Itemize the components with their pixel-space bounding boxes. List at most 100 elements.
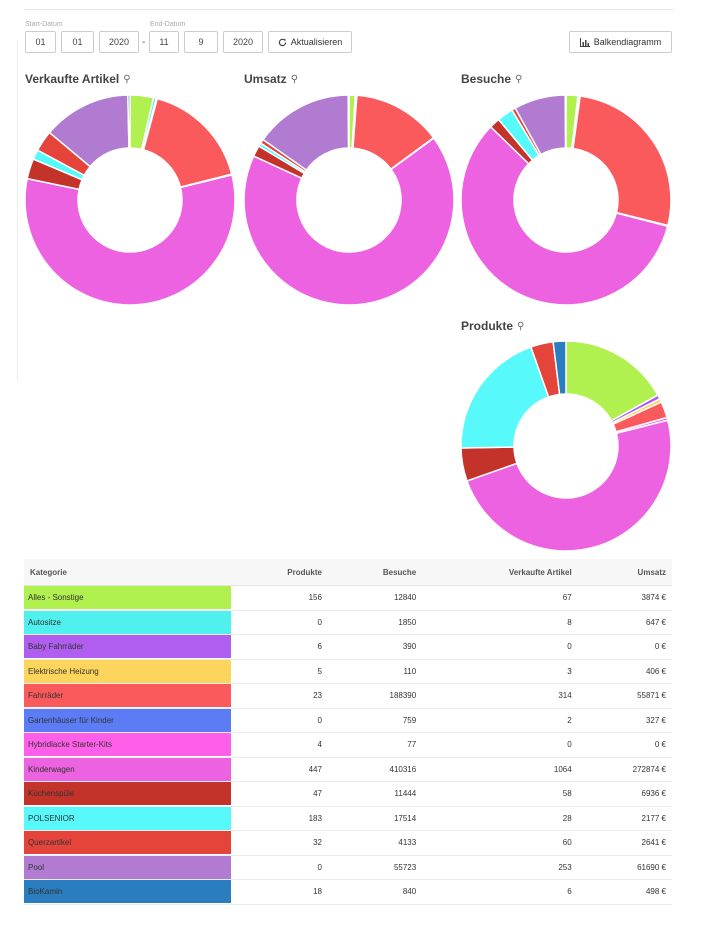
cell-produkte: 0 [231, 855, 328, 880]
end-day-input[interactable]: 11 [149, 31, 179, 53]
zoom-in-icon[interactable]: ⚲ [515, 73, 523, 85]
cell-besuche: 12840 [327, 585, 423, 611]
cell-kategorie: Kinderwagen [24, 757, 231, 782]
donut-slice-kinderwagen[interactable] [460, 125, 669, 306]
donut-slice-kinderwagen[interactable] [24, 173, 236, 306]
cell-produkte: 18 [231, 879, 328, 905]
cell-verkaufte-artikel: 0 [422, 732, 578, 758]
cell-kategorie: Alles - Sonstige [24, 585, 231, 611]
cell-produkte: 5 [231, 659, 328, 684]
donut-slice-kinderwagen[interactable] [466, 419, 672, 552]
cell-besuche: 17514 [327, 806, 423, 831]
cell-umsatz: 2177 € [577, 806, 672, 831]
bar-chart-icon [579, 37, 590, 47]
table-row: Küchenspüle 47 11444 58 6936 € [24, 781, 672, 807]
donut-chart-verkaufte-artikel [24, 94, 236, 306]
cell-kategorie: Baby Fahrräder [24, 634, 231, 660]
start-date-label: Start-Datum [25, 21, 63, 28]
bar-chart-button[interactable]: Balkendiagramm [569, 31, 672, 53]
cell-produkte: 156 [231, 585, 328, 611]
cell-umsatz: 61690 € [577, 855, 672, 880]
cell-produkte: 0 [231, 610, 328, 635]
donut-slice-fahrr-der[interactable] [142, 97, 233, 189]
top-divider [24, 9, 674, 10]
donut-slice-biokamin[interactable] [347, 94, 350, 149]
start-month-input[interactable]: 01 [61, 31, 94, 53]
start-day-input[interactable]: 01 [25, 31, 56, 53]
chart-title-verkaufte-artikel: Verkaufte Artikel ⚲ [25, 72, 131, 86]
col-header-verkaufte-artikel[interactable]: Verkaufte Artikel [422, 559, 578, 586]
cell-umsatz: 498 € [577, 879, 672, 905]
cell-verkaufte-artikel: 0 [422, 634, 578, 660]
table-row: Hybridlacke Starter-Kits 4 77 0 0 € [24, 732, 672, 758]
chart-title-umsatz: Umsatz ⚲ [244, 72, 298, 86]
chart-title-text: Besuche [461, 72, 512, 86]
refresh-button[interactable]: Aktualisieren [268, 31, 352, 53]
category-label: Hybridlacke Starter-Kits [24, 733, 231, 757]
table-row: POLSENIOR 183 17514 28 2177 € [24, 806, 672, 831]
donut-slice-biokamin[interactable] [564, 94, 567, 149]
cell-produkte: 4 [231, 732, 328, 758]
end-month-input[interactable]: 9 [184, 31, 218, 53]
chart-title-text: Verkaufte Artikel [25, 72, 120, 86]
table-row: BioKamin 18 840 6 498 € [24, 879, 672, 905]
cell-kategorie: Querzartikel [24, 830, 231, 856]
chart-title-produkte: Produkte ⚲ [461, 319, 524, 333]
cell-produkte: 47 [231, 781, 328, 807]
category-label: Küchenspüle [24, 782, 231, 806]
cell-besuche: 410316 [327, 757, 423, 782]
cell-besuche: 840 [327, 879, 423, 905]
cell-verkaufte-artikel: 58 [422, 781, 578, 807]
category-table: Kategorie Produkte Besuche Verkaufte Art… [24, 559, 672, 905]
col-header-kategorie[interactable]: Kategorie [24, 559, 231, 586]
zoom-in-icon[interactable]: ⚲ [290, 73, 299, 85]
table-row: Fahrräder 23 188390 314 55871 € [24, 683, 672, 709]
cell-umsatz: 647 € [577, 610, 672, 635]
cell-umsatz: 2641 € [577, 830, 672, 856]
cell-kategorie: BioKamin [24, 879, 231, 905]
col-header-besuche[interactable]: Besuche [327, 559, 423, 586]
category-label: Pool [24, 855, 231, 879]
zoom-in-icon[interactable]: ⚲ [123, 73, 131, 85]
cell-verkaufte-artikel: 1064 [422, 757, 578, 782]
table-row: Alles - Sonstige 156 12840 67 3874 € [24, 585, 672, 611]
left-divider [17, 40, 18, 380]
donut-slice-biokamin[interactable] [552, 340, 567, 396]
date-separator: - [142, 37, 146, 48]
table-header-row: Kategorie Produkte Besuche Verkaufte Art… [24, 559, 672, 586]
cell-besuche: 759 [327, 708, 423, 733]
cell-kategorie: Elektrische Heizung [24, 659, 231, 684]
table-row: Querzartikel 32 4133 60 2641 € [24, 830, 672, 856]
donut-slice-polsenior[interactable] [460, 346, 550, 449]
zoom-in-icon[interactable]: ⚲ [517, 320, 525, 332]
donut-chart-besuche [460, 94, 672, 306]
table-row: Kinderwagen 447 410316 1064 272874 € [24, 757, 672, 782]
end-date-label: End-Datum [150, 21, 186, 28]
cell-umsatz: 6936 € [577, 781, 672, 807]
chart-title-text: Umsatz [244, 72, 287, 86]
category-label: Alles - Sonstige [24, 586, 231, 610]
donut-slice-fahrr-der[interactable] [572, 95, 672, 227]
cell-produkte: 32 [231, 830, 328, 856]
cell-kategorie: Hybridlacke Starter-Kits [24, 732, 231, 758]
category-label: Baby Fahrräder [24, 635, 231, 659]
cell-verkaufte-artikel: 28 [422, 806, 578, 831]
category-label: Querzartikel [24, 831, 231, 855]
end-year-input[interactable]: 2020 [223, 31, 263, 53]
cell-kategorie: Gartenhäuser für Kinder [24, 708, 231, 733]
category-label: Kinderwagen [24, 757, 231, 781]
refresh-icon [278, 38, 286, 46]
col-header-umsatz[interactable]: Umsatz [577, 559, 672, 586]
col-header-produkte[interactable]: Produkte [231, 559, 328, 586]
cell-besuche: 188390 [327, 683, 423, 709]
cell-produkte: 447 [231, 757, 328, 782]
cell-umsatz: 327 € [577, 708, 672, 733]
category-label: Fahrräder [24, 684, 231, 708]
category-label: Autositze [24, 610, 231, 634]
start-year-input[interactable]: 2020 [99, 31, 139, 53]
cell-besuche: 55723 [327, 855, 423, 880]
donut-slice-kinderwagen[interactable] [243, 137, 455, 306]
donut-slice-biokamin[interactable] [127, 94, 131, 149]
cell-umsatz: 55871 € [577, 683, 672, 709]
table-row: Autositze 0 1850 8 647 € [24, 610, 672, 635]
